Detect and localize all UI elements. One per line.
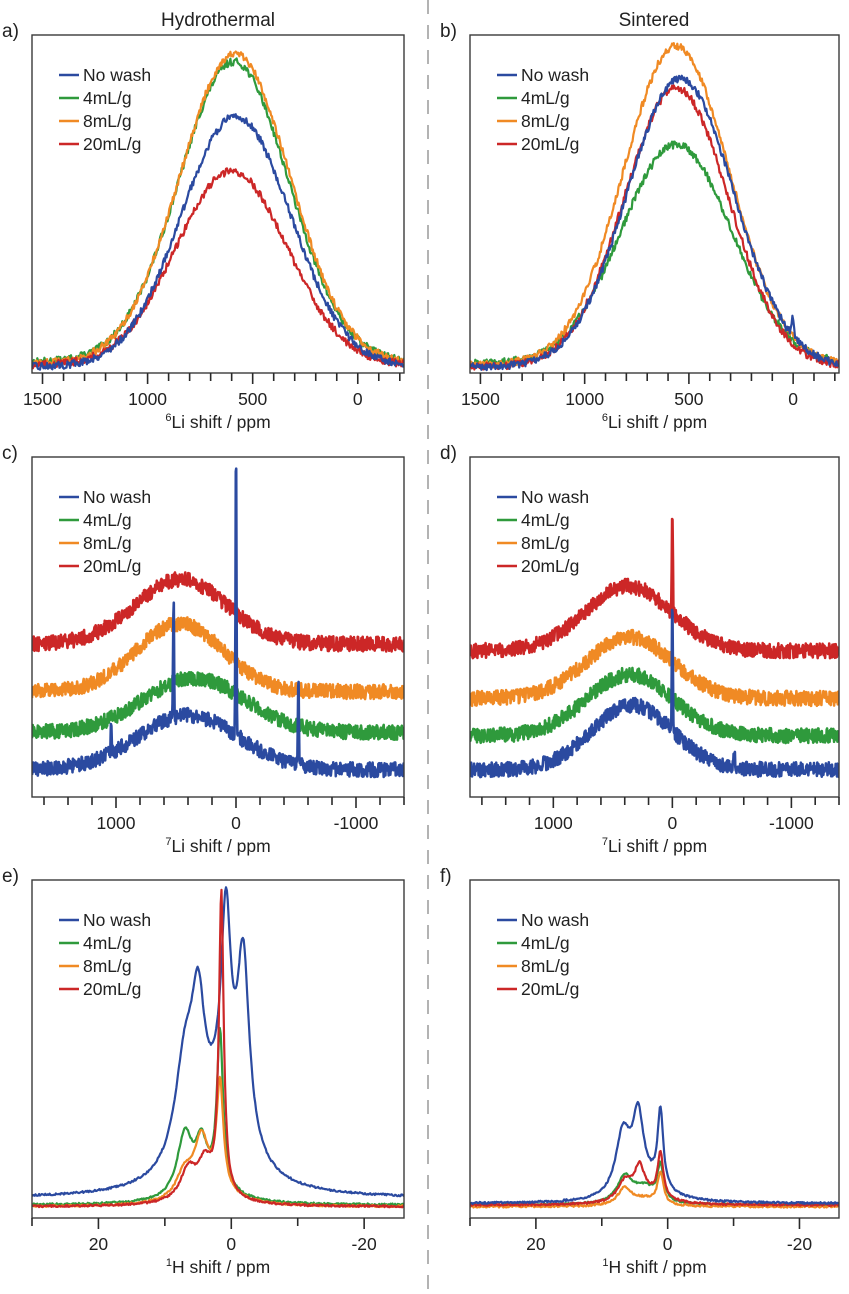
- column-title-sintered: Sintered: [619, 10, 690, 31]
- panel-label: a): [2, 21, 19, 42]
- x-tick-label: 0: [353, 389, 363, 409]
- x-axis-label: 7Li shift / ppm: [165, 836, 270, 856]
- x-tick-label: -1000: [769, 813, 814, 833]
- x-tick-label: -20: [787, 1234, 813, 1254]
- series-line-no-wash: [470, 74, 839, 372]
- legend-entry: 8mL/g: [521, 533, 570, 553]
- panel-e: e) 20 0 -20 1H shift / ppm No wash 4mL/g 8mL/g 2…: [2, 866, 405, 1277]
- x-axis-label: 1H shift / ppm: [166, 1257, 270, 1277]
- legend-entry: No wash: [521, 487, 589, 507]
- x-tick-label: 500: [674, 389, 703, 409]
- legend-entry: No wash: [521, 65, 589, 85]
- legend-entry: 20mL/g: [521, 979, 579, 999]
- x-tick-label: -20: [351, 1234, 377, 1254]
- plot-area: [32, 50, 404, 371]
- panel-f: f) 20 0 -20 1H shift / ppm No wash 4mL/g 8mL/g 2…: [440, 866, 840, 1277]
- series-line-8ml-g: [32, 1075, 404, 1209]
- legend-entry: 4mL/g: [83, 510, 132, 530]
- legend: No wash 4mL/g 8mL/g 20mL/g: [59, 65, 151, 154]
- series-line-8ml-g: [32, 50, 404, 368]
- series-line-20ml-g: [32, 571, 404, 653]
- panel-label: c): [2, 443, 18, 464]
- legend-entry: 20mL/g: [83, 556, 141, 576]
- x-tick-label: 1000: [128, 389, 167, 409]
- legend-entry: 8mL/g: [521, 111, 570, 131]
- series-line-20ml-g: [470, 1149, 839, 1208]
- series-line-20ml-g: [32, 888, 404, 1209]
- x-tick-label: 0: [231, 813, 241, 833]
- plot-area: [32, 886, 404, 1209]
- legend-entry: No wash: [83, 910, 151, 930]
- legend: No wash 4mL/g 8mL/g 20mL/g: [497, 65, 589, 154]
- plot-frame: [469, 879, 840, 1219]
- x-tick-label: 1500: [461, 389, 500, 409]
- panel-d: d) 1000 0 -1000 7Li shift / ppm No wash 4mL/g 8…: [440, 443, 840, 856]
- series-line-4ml-g: [32, 670, 404, 742]
- legend-entry: No wash: [521, 910, 589, 930]
- legend-entry: No wash: [83, 65, 151, 85]
- legend-entry: 8mL/g: [83, 111, 132, 131]
- x-tick-label: 1000: [97, 813, 136, 833]
- x-tick-label: 500: [238, 389, 267, 409]
- legend-entry: 4mL/g: [521, 88, 570, 108]
- x-tick-label: 1000: [534, 813, 573, 833]
- panel-label: e): [2, 866, 19, 887]
- series-line-4ml-g: [470, 666, 839, 745]
- plot-area: [470, 517, 839, 779]
- series-line-20ml-g: [470, 517, 839, 660]
- series-line-no-wash: [470, 608, 839, 779]
- x-tick-label: 20: [526, 1234, 546, 1254]
- legend-entry: 20mL/g: [83, 134, 141, 154]
- series-line-8ml-g: [32, 616, 404, 701]
- legend-entry: 4mL/g: [83, 933, 132, 953]
- series-line-no-wash: [470, 1100, 839, 1206]
- column-title-hydrothermal: Hydrothermal: [161, 10, 275, 31]
- legend: No wash 4mL/g 8mL/g 20mL/g: [497, 487, 589, 576]
- x-axis-label: 1H shift / ppm: [602, 1257, 706, 1277]
- plot-area: [470, 42, 839, 372]
- x-tick-label: 0: [663, 1234, 673, 1254]
- x-tick-label: 0: [788, 389, 798, 409]
- panel-label: d): [440, 443, 457, 464]
- legend-entry: 4mL/g: [83, 88, 132, 108]
- plot-area: [32, 467, 404, 779]
- x-tick-label: 1000: [565, 389, 604, 409]
- x-tick-label: 1500: [23, 389, 62, 409]
- x-axis-label: 6Li shift / ppm: [602, 412, 707, 432]
- panel-a: a) 1500 1000 500 0 6Li shift / ppm No wash 4mL/…: [2, 21, 405, 432]
- legend-entry: No wash: [83, 487, 151, 507]
- legend: No wash 4mL/g 8mL/g 20mL/g: [59, 487, 151, 576]
- panel-label: f): [440, 866, 452, 887]
- x-axis-label: 7Li shift / ppm: [602, 836, 707, 856]
- panel-b: b) 1500 1000 500 0 6Li shift / ppm No wash 4mL/…: [440, 21, 840, 432]
- legend-entry: 20mL/g: [521, 134, 579, 154]
- plot-frame: [31, 34, 405, 374]
- legend-entry: 20mL/g: [521, 556, 579, 576]
- x-tick-label: 0: [667, 813, 677, 833]
- series-line-8ml-g: [470, 628, 839, 708]
- plot-frame: [469, 34, 840, 374]
- legend: No wash 4mL/g 8mL/g 20mL/g: [497, 910, 589, 999]
- series-line-no-wash: [32, 113, 404, 371]
- x-tick-label: -1000: [334, 813, 379, 833]
- plot-frame: [31, 456, 405, 798]
- series-line-no-wash: [32, 467, 404, 779]
- legend-entry: 8mL/g: [83, 956, 132, 976]
- panel-c: c) 1000 0 -1000 7Li shift / ppm No wash 4mL/g 8…: [2, 443, 405, 856]
- x-tick-label: 20: [89, 1234, 109, 1254]
- x-tick-label: 0: [226, 1234, 236, 1254]
- panel-label: b): [440, 21, 457, 42]
- legend-entry: 8mL/g: [521, 956, 570, 976]
- plot-area: [470, 1100, 839, 1209]
- legend-entry: 20mL/g: [83, 979, 141, 999]
- legend: No wash 4mL/g 8mL/g 20mL/g: [59, 910, 151, 999]
- legend-entry: 4mL/g: [521, 933, 570, 953]
- plot-frame: [469, 456, 840, 798]
- x-axis-label: 6Li shift / ppm: [165, 412, 270, 432]
- legend-entry: 8mL/g: [83, 533, 132, 553]
- legend-entry: 4mL/g: [521, 510, 570, 530]
- plot-frame: [31, 879, 405, 1219]
- series-line-4ml-g: [470, 1160, 839, 1208]
